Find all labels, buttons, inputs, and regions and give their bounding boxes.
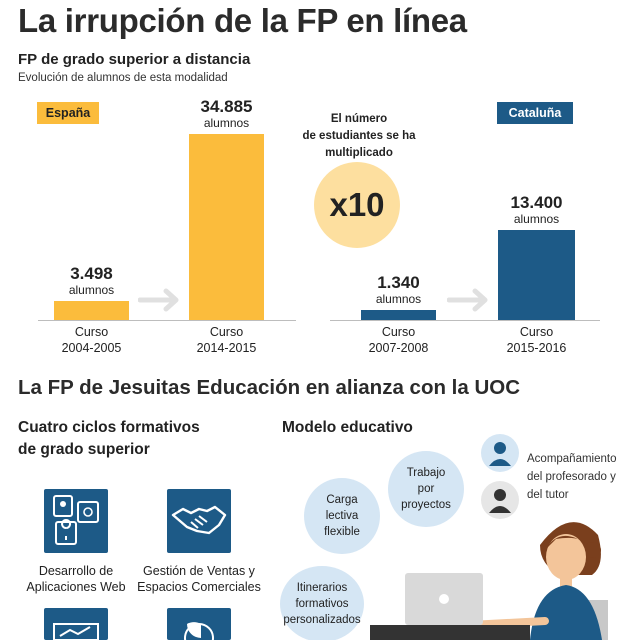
category-label-line: Curso <box>74 325 109 339</box>
bubble-line: Itinerarios <box>296 582 348 594</box>
section-title: La FP de Jesuitas Educación en alianza c… <box>18 376 521 399</box>
model-heading: Modelo educativo <box>282 419 413 436</box>
support-line: del profesorado y <box>527 471 616 483</box>
unit-label-espana-1: alumnos <box>203 116 250 130</box>
courses-heading-line-1: Cuatro ciclos formativos <box>18 419 200 436</box>
category-label-espana-0: Curso 2004-2005 <box>42 324 142 356</box>
unit-label-cataluna-0: alumnos <box>375 292 422 306</box>
category-label-espana-1: Curso 2014-2015 <box>177 324 277 356</box>
courses-heading-line-2: de grado superior <box>18 441 150 458</box>
bar-espana-1 <box>189 134 264 320</box>
support-line: Acompañamiento <box>527 453 617 465</box>
course-label-line: Gestión de Ventas y <box>143 564 255 578</box>
chart-board-icon <box>44 608 108 640</box>
multiplier-badge: x10 <box>314 162 400 248</box>
bar-cataluna-1 <box>498 230 575 320</box>
courses-heading: Cuatro ciclos formativos de grado superi… <box>18 417 200 461</box>
app-development-icon <box>44 489 108 553</box>
course-label-line: Espacios Comerciales <box>137 580 261 594</box>
bubble-line: lectiva <box>325 510 359 522</box>
category-label-cataluna-0: Curso 2007-2008 <box>349 324 449 356</box>
bubble-line: proyectos <box>401 499 451 511</box>
bubble-line: flexible <box>324 526 360 538</box>
category-label-line: 2015-2016 <box>506 341 567 355</box>
x-axis-line-cataluna <box>330 320 600 321</box>
bubble-line: formativos <box>295 598 349 610</box>
growth-arrow-icon-cataluna <box>447 288 488 312</box>
bubble-line: por <box>417 483 435 495</box>
cataluna-tag: Cataluña <box>497 102 573 124</box>
student-laptop-illustration <box>370 522 608 640</box>
course-label-line: Desarrollo de <box>38 564 114 578</box>
bubble-line: Carga <box>326 494 358 506</box>
bubble-line: personalizados <box>283 614 361 626</box>
value-label-cataluna-1: 13.400 <box>510 193 563 212</box>
note-line-3: multiplicado <box>325 147 393 159</box>
model-bubble-flexible: Carga lectiva flexible <box>304 478 380 554</box>
bar-espana-0 <box>54 301 129 320</box>
chart-subtitle: FP de grado superior a distancia <box>18 51 251 68</box>
multiplied-note: El número de estudiantes se ha multiplic… <box>296 111 422 162</box>
main-title: La irrupción de la FP en línea <box>18 2 467 39</box>
bar-cataluna-0 <box>361 310 436 320</box>
bubble-line: Trabajo <box>406 467 446 479</box>
unit-label-cataluna-1: alumnos <box>513 212 560 226</box>
course-label-sales: Gestión de Ventas y Espacios Comerciales <box>131 563 267 595</box>
teacher-avatar-icon <box>481 434 519 472</box>
category-label-cataluna-1: Curso 2015-2016 <box>487 324 587 356</box>
category-label-line: 2007-2008 <box>368 341 429 355</box>
support-line: del tutor <box>527 489 569 501</box>
tutor-avatar-icon <box>481 481 519 519</box>
course-label-web: Desarrollo de Aplicaciones Web <box>16 563 136 595</box>
note-line-2: de estudiantes se ha <box>302 130 416 142</box>
pie-chart-icon <box>167 608 231 640</box>
handshake-icon <box>167 489 231 553</box>
model-bubble-projects: Trabajo por proyectos <box>388 451 464 527</box>
note-line-1: El número <box>330 113 388 125</box>
value-label-cataluna-0: 1.340 <box>377 273 420 292</box>
unit-label-espana-0: alumnos <box>68 283 115 298</box>
category-label-line: Curso <box>381 325 416 339</box>
model-bubble-itineraries: Itinerarios formativos personalizados <box>280 566 364 640</box>
growth-arrow-icon-espana <box>138 288 179 312</box>
x-axis-line-espana <box>38 320 296 321</box>
value-label-espana-0: 3.498 <box>70 264 113 284</box>
category-label-line: 2004-2005 <box>61 341 122 355</box>
espana-tag: España <box>37 102 99 124</box>
value-label-espana-1: 34.885 <box>200 97 253 116</box>
support-text: Acompañamiento del profesorado y del tut… <box>527 450 639 504</box>
chart-caption: Evolución de alumnos de esta modalidad <box>18 72 228 84</box>
category-label-line: Curso <box>209 325 244 339</box>
course-label-line: Aplicaciones Web <box>26 580 126 594</box>
category-label-line: Curso <box>519 325 554 339</box>
category-label-line: 2014-2015 <box>196 341 257 355</box>
